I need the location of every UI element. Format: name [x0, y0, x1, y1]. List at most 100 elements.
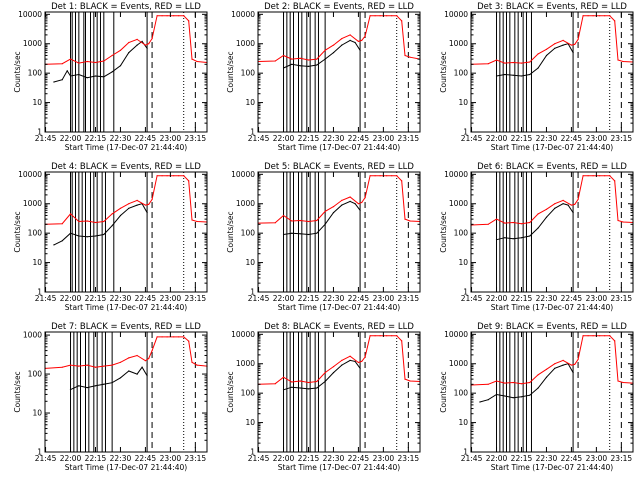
panel-4-point-events-8 — [119, 214, 122, 217]
panel-5-axes-frame — [257, 171, 421, 293]
panel-8-point-events-9 — [354, 360, 356, 362]
panel-4-xtick-label-5: 23:00 — [160, 294, 182, 303]
panel-9-point-events-8 — [545, 376, 548, 378]
panel-4-point-events-1 — [61, 240, 63, 242]
panel-8: 1 10 100 1000 10000 21:45 22:00 22:15 22:30 22:45… — [226, 322, 421, 472]
panel-4-point-lld-18 — [178, 175, 180, 177]
panel-8-point-lld-8 — [332, 366, 335, 368]
panel-3-point-lld-19 — [609, 15, 611, 17]
panel-9-ytick-label-1: 10 — [458, 418, 468, 427]
panel-1-point-events-11 — [136, 44, 138, 46]
panel-5-point-lld-2 — [282, 214, 285, 217]
panel-7-point-lld-7 — [111, 364, 113, 366]
panel-2-point-events-0 — [282, 67, 285, 69]
panel-1-point-lld-1 — [61, 63, 63, 65]
panel-2-xtick-label-6: 23:15 — [398, 134, 420, 143]
panel-7-point-lld-6 — [103, 365, 105, 367]
panel-2-point-lld-14 — [369, 15, 371, 17]
panel-3-point-lld-13 — [577, 38, 579, 41]
panel-8-ylabel: Counts/sec — [226, 371, 235, 412]
panel-5-point-lld-8 — [332, 206, 335, 208]
panel-7-point-lld-21 — [191, 361, 193, 363]
panel-3-point-events-4 — [529, 73, 531, 76]
panel-8-point-lld-18 — [391, 335, 393, 337]
panel-5-ytick-label-0: 1 — [250, 288, 255, 297]
panel-6-point-lld-14 — [582, 175, 584, 177]
panel-6-ytick-label-0: 1 — [463, 288, 468, 297]
panel-4-point-events-2 — [69, 232, 72, 234]
panel-5-ylabel: Counts/sec — [226, 211, 235, 252]
panel-1-point-lld-21 — [191, 58, 193, 60]
panel-6-axes-frame — [470, 171, 634, 293]
panel-4-point-events-3 — [78, 235, 80, 237]
panel-1-point-events-6 — [94, 75, 97, 77]
panel-7-point-events-4 — [103, 383, 105, 385]
panel-7: 1 10 100 1000 21:45 22:00 22:15 22:30 22:45 23:00… — [13, 322, 208, 472]
panel-5-xtick-label-3: 22:30 — [323, 294, 345, 303]
panel-4-point-lld-6 — [103, 220, 105, 223]
panel-3: 1 10 100 1000 10000 21:45 22:00 22:15 22:30 22:45… — [439, 2, 634, 152]
panel-9-xlabel: Start Time (17-Dec-07 21:44:40) — [491, 463, 613, 472]
panel-2-ylabel: Counts/sec — [226, 51, 235, 92]
panel-2-point-lld-5 — [307, 59, 310, 61]
panel-3-point-lld-16 — [592, 15, 594, 17]
panel-8-point-events-2 — [299, 387, 301, 389]
panel-9-point-lld-9 — [554, 363, 556, 365]
panel-2-point-events-3 — [307, 65, 310, 67]
panel-1-ytick-label-3: 1000 — [23, 39, 42, 48]
panel-1-xlabel: Start Time (17-Dec-07 21:44:40) — [65, 143, 187, 152]
panel-1-xtick-label-4: 22:45 — [135, 134, 157, 143]
panel-1-xtick-label-3: 22:30 — [110, 134, 132, 143]
panel-4-point-lld-14 — [156, 175, 158, 177]
panel-9-point-lld-1 — [487, 383, 489, 385]
panel-8-point-lld-4 — [299, 380, 301, 382]
panel-3-point-events-2 — [512, 74, 514, 76]
panel-2-xtick-label-0: 21:45 — [248, 134, 270, 143]
panel-7-xtick-label-3: 22:30 — [110, 454, 132, 463]
panel-8-ytick-label-1: 10 — [245, 418, 255, 427]
panel-2-point-lld-4 — [299, 57, 301, 59]
panel-2: 1 10 100 1000 10000 21:45 22:00 22:15 22:30 22:45… — [226, 2, 421, 152]
panel-7-point-events-8 — [136, 373, 138, 375]
panel-1-point-lld-16 — [166, 15, 168, 17]
panel-8-point-lld-5 — [307, 381, 310, 384]
panel-3-ytick-label-0: 1 — [463, 128, 468, 137]
panel-8-point-lld-13 — [364, 356, 366, 358]
panel-6-point-events-7 — [554, 207, 556, 209]
panel-9-point-events-7 — [537, 387, 539, 389]
panel-5-point-lld-14 — [369, 175, 371, 177]
panel-7-ylabel: Counts/sec — [13, 371, 22, 412]
panel-8-point-lld-9 — [341, 359, 343, 361]
panel-2-point-lld-13 — [364, 35, 366, 37]
panel-5-xlabel: Start Time (17-Dec-07 21:44:40) — [278, 303, 400, 312]
panel-1-xtick-label-0: 21:45 — [35, 134, 57, 143]
panel-5-point-lld-18 — [391, 175, 393, 177]
panel-6-ylabel: Counts/sec — [439, 211, 448, 252]
panel-9-point-lld-20 — [614, 340, 616, 342]
panel-3-ytick-label-1: 10 — [458, 98, 468, 107]
panel-6-point-events-5 — [537, 227, 539, 229]
panel-9-point-lld-11 — [570, 364, 573, 366]
panel-3-point-lld-14 — [582, 15, 584, 17]
panel-1-point-events-13 — [146, 47, 148, 49]
panel-6-point-lld-8 — [545, 208, 548, 210]
panel-4-point-lld-1 — [61, 223, 63, 225]
panel-3-point-events-3 — [520, 75, 523, 77]
panel-4-point-lld-2 — [69, 213, 72, 215]
panel-8-point-lld-14 — [369, 335, 371, 337]
panel-3-point-events-8 — [562, 44, 564, 46]
panel-7-point-lld-13 — [151, 350, 153, 352]
panel-1-point-lld-10 — [136, 38, 138, 41]
panel-6-point-lld-22 — [622, 221, 624, 223]
panel-9-point-events-2 — [495, 393, 498, 396]
panel-6-point-lld-10 — [562, 199, 564, 201]
panel-1-point-events-1 — [61, 79, 63, 81]
panel-7-ytick-label-3: 1000 — [23, 331, 42, 340]
panel-3-ylabel: Counts/sec — [439, 51, 448, 92]
panel-6-point-lld-20 — [614, 180, 616, 182]
panel-1-point-lld-8 — [119, 49, 122, 51]
panel-7-point-lld-9 — [128, 357, 130, 359]
panel-1-point-events-10 — [128, 52, 130, 54]
panel-5-point-lld-17 — [386, 175, 388, 177]
panel-8-point-lld-10 — [349, 355, 351, 357]
